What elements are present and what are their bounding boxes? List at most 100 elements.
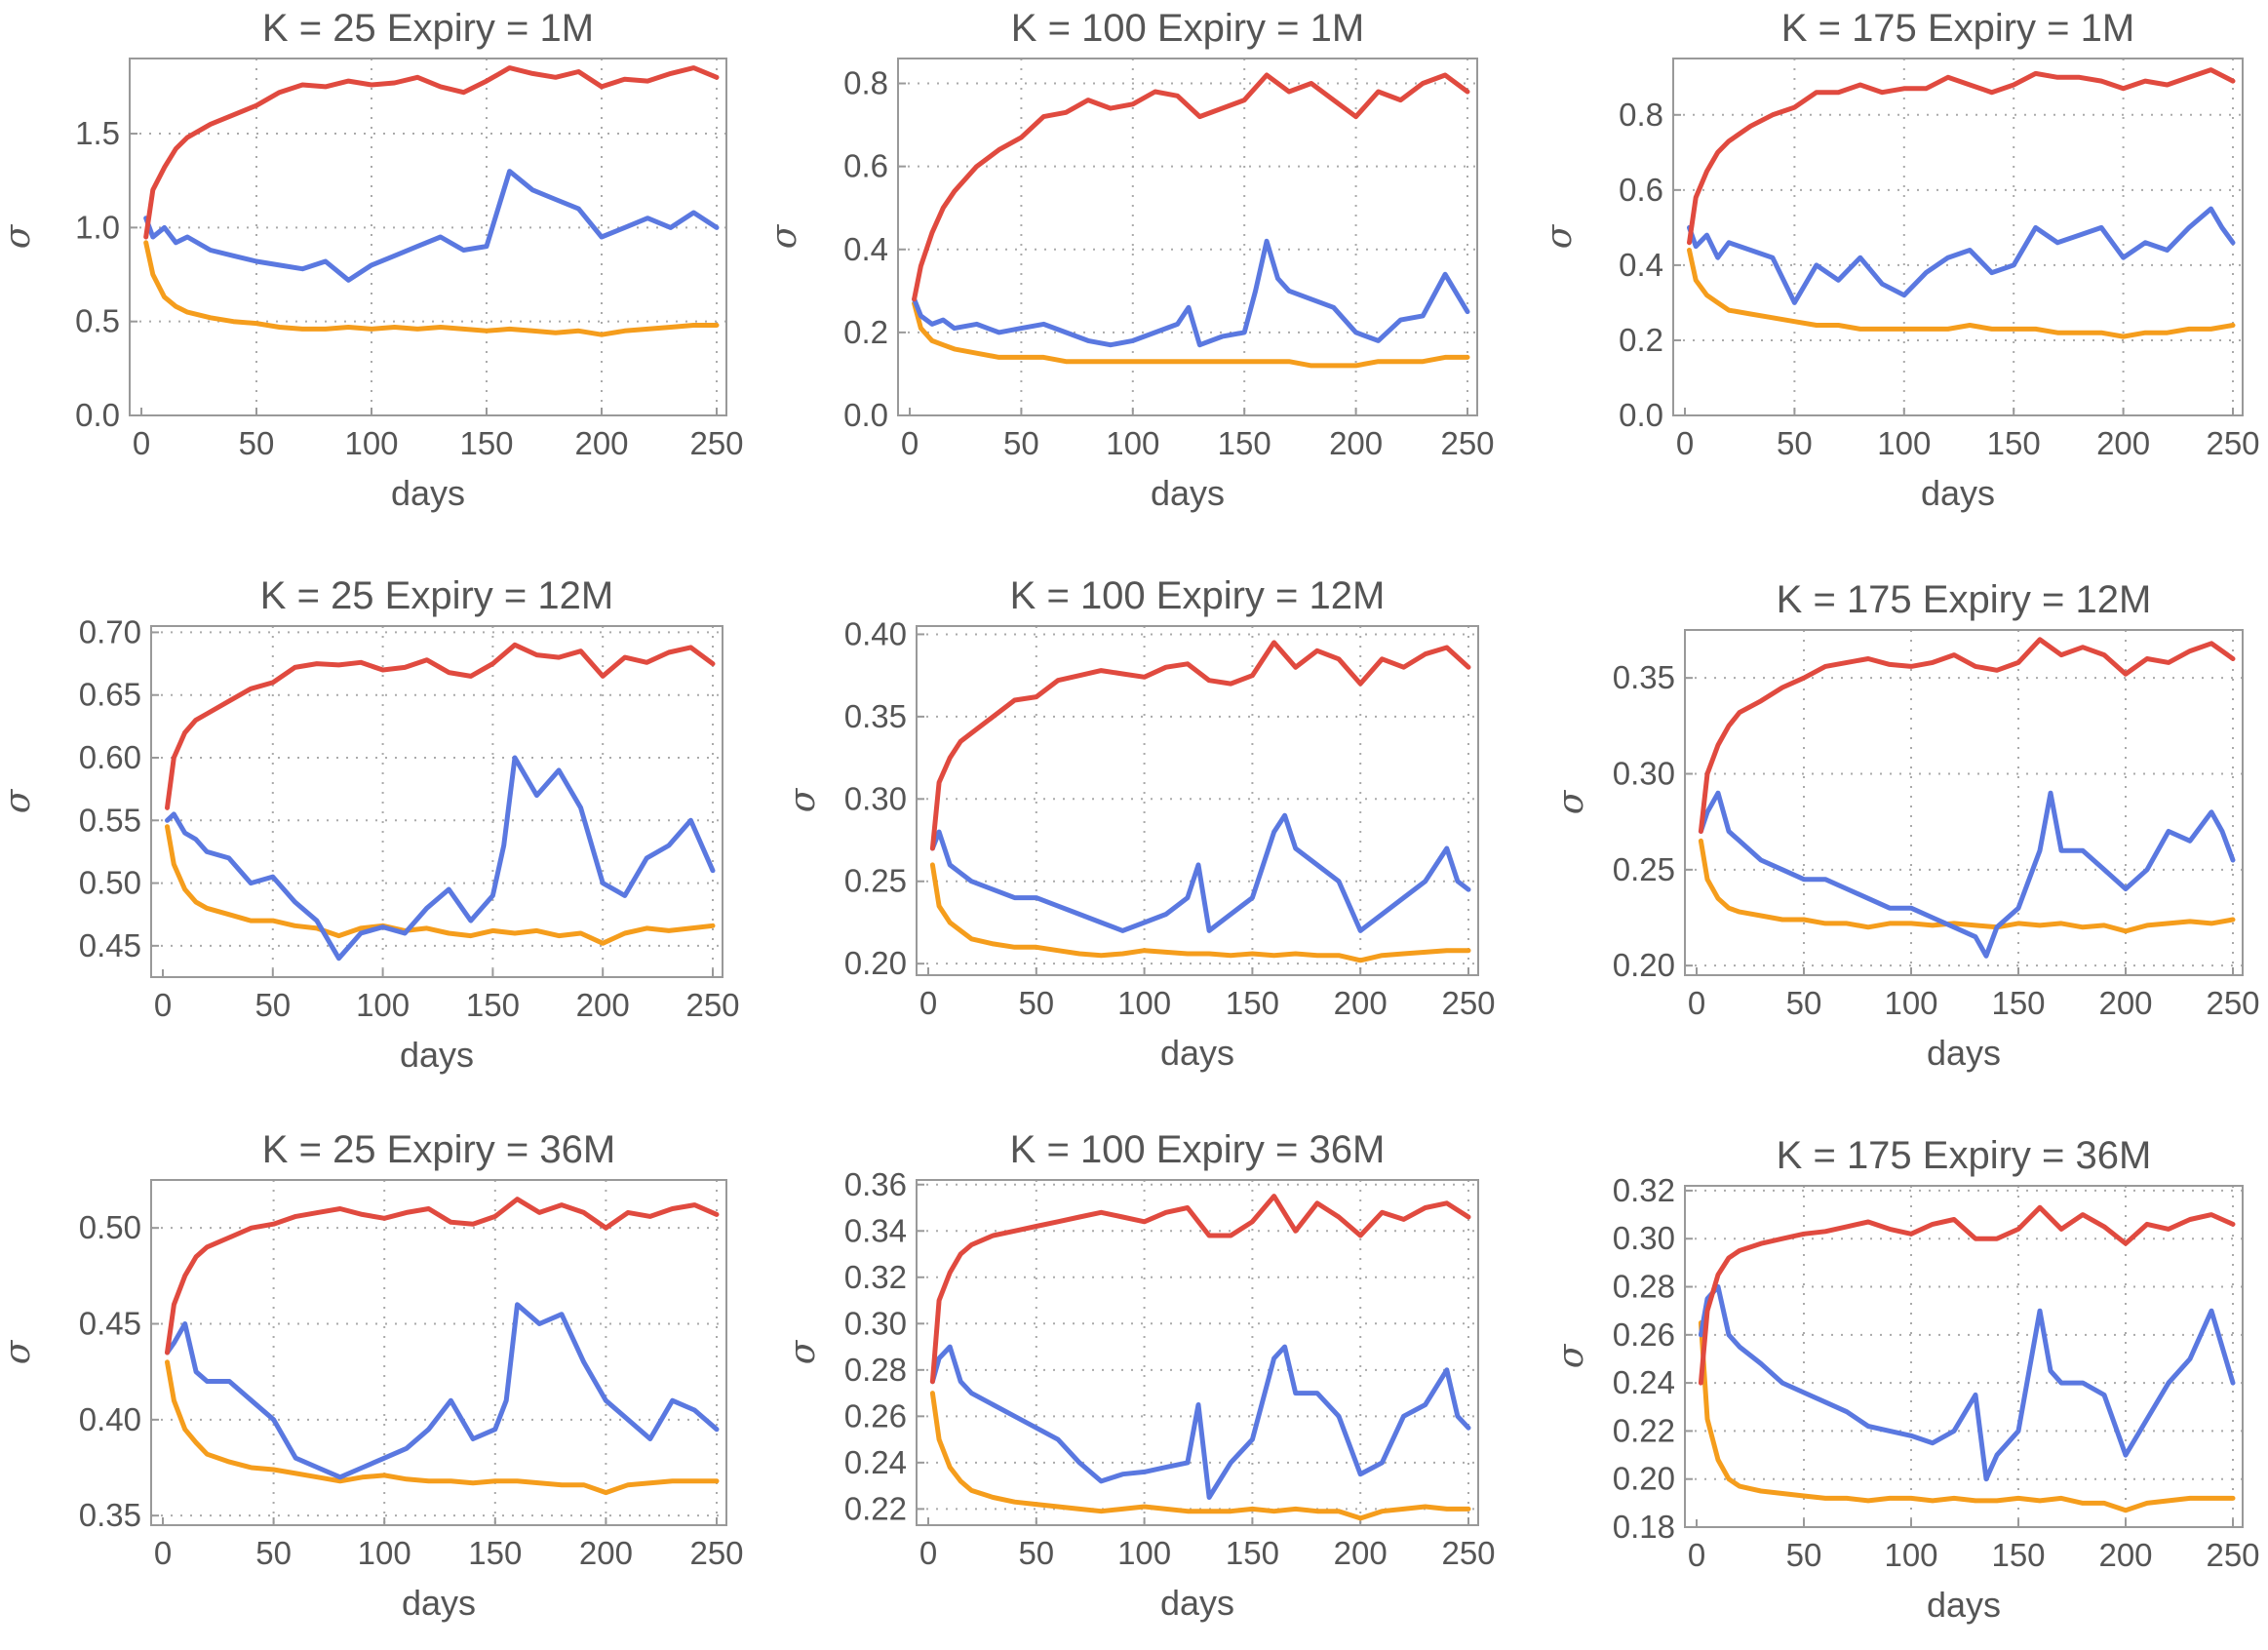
plot-frame [916, 625, 1479, 976]
y-tick-label: 0.5 [75, 303, 120, 339]
x-tick-label: 100 [1884, 985, 1937, 1021]
chart-panel-6: K = 175 Expiry = 12M 0 50 100 150 200 250 0.20 0… [1551, 578, 2260, 1073]
y-axis-label: σ [1551, 1343, 1591, 1368]
x-tick-label: 100 [1884, 1537, 1937, 1573]
x-tick-label: 100 [1877, 425, 1931, 461]
series-line-upper [165, 642, 716, 810]
series-line-market [1698, 790, 2236, 959]
y-tick-label: 0.6 [1619, 172, 1663, 208]
x-tick-label: 0 [133, 425, 150, 461]
series-line-market [912, 238, 1470, 348]
chart-panel-5: K = 100 Expiry = 12M 0 50 100 150 200 250 0.20 0… [783, 574, 1496, 1073]
y-axis-label: σ [1540, 223, 1580, 249]
x-tick-label: 100 [358, 1535, 411, 1571]
x-tick-label: 100 [1117, 1535, 1171, 1571]
x-tick-label: 100 [356, 987, 410, 1023]
plot-frame [129, 58, 727, 416]
y-tick-label: 0.65 [79, 677, 141, 713]
y-tick-label: 0.2 [843, 314, 888, 350]
series-line-upper [1687, 67, 2236, 246]
y-tick-label: 0.30 [1613, 1220, 1675, 1256]
x-tick-label: 0 [919, 1535, 937, 1571]
y-tick-label: 0.2 [1619, 322, 1663, 358]
y-tick-label: 0.34 [844, 1212, 907, 1248]
x-tick-label: 0 [154, 987, 172, 1023]
x-tick-label: 50 [1018, 985, 1054, 1021]
x-tick-label: 0 [919, 985, 937, 1021]
x-tick-label: 100 [1117, 985, 1171, 1021]
y-tick-label: 0.0 [843, 397, 888, 433]
series-line-lower [912, 300, 1470, 369]
series-line-market [1698, 1284, 2236, 1482]
y-tick-label: 1.5 [75, 115, 120, 151]
series-line-market [143, 169, 720, 283]
x-tick-label: 200 [576, 987, 630, 1023]
x-tick-label: 0 [1676, 425, 1694, 461]
x-tick-label: 100 [344, 425, 398, 461]
x-tick-label: 250 [2206, 425, 2259, 461]
y-tick-label: 0.26 [844, 1397, 907, 1434]
y-tick-label: 0.22 [844, 1490, 907, 1526]
x-axis-label: days [1151, 473, 1225, 513]
x-axis-label: days [402, 1583, 476, 1623]
y-tick-label: 0.28 [1613, 1269, 1675, 1305]
series-line-upper [929, 640, 1471, 851]
series-line-lower [1698, 1320, 2236, 1513]
y-tick-label: 0.60 [79, 739, 141, 775]
chart-title: K = 175 Expiry = 12M [1777, 578, 2152, 621]
x-tick-label: 250 [1441, 985, 1495, 1021]
plot-frame [897, 58, 1478, 416]
series-line-market [1687, 206, 2236, 305]
chart-title: K = 25 Expiry = 36M [262, 1128, 615, 1171]
x-tick-label: 250 [2206, 1537, 2259, 1573]
x-tick-label: 150 [1987, 425, 2041, 461]
series-line-market [929, 1344, 1471, 1500]
x-tick-label: 200 [2098, 1537, 2152, 1573]
series-line-market [165, 1302, 720, 1480]
x-tick-label: 150 [466, 987, 520, 1023]
chart-title: K = 175 Expiry = 36M [1777, 1134, 2152, 1177]
y-tick-label: 0.6 [843, 148, 888, 184]
chart-title: K = 100 Expiry = 36M [1010, 1128, 1386, 1171]
y-tick-label: 0.0 [1619, 397, 1663, 433]
x-tick-label: 150 [1226, 985, 1279, 1021]
y-axis-label: σ [764, 223, 804, 249]
x-tick-label: 50 [1003, 425, 1039, 461]
x-tick-label: 200 [574, 425, 628, 461]
x-tick-label: 50 [1786, 985, 1822, 1021]
x-tick-label: 250 [689, 425, 743, 461]
plot-frame [150, 625, 723, 978]
chart-title: K = 100 Expiry = 1M [1011, 7, 1364, 50]
series-line-lower [929, 1391, 1471, 1521]
y-axis-label: σ [783, 787, 823, 812]
y-tick-label: 0.45 [79, 1306, 141, 1342]
y-tick-label: 0.36 [844, 1166, 907, 1202]
x-tick-label: 0 [1688, 1537, 1705, 1573]
x-tick-label: 150 [468, 1535, 522, 1571]
x-tick-label: 250 [685, 987, 739, 1023]
y-tick-label: 0.25 [1613, 851, 1675, 887]
x-tick-label: 150 [1226, 1535, 1279, 1571]
series-line-upper [929, 1194, 1471, 1385]
y-tick-label: 0.4 [843, 231, 888, 267]
y-tick-label: 0.55 [79, 802, 141, 838]
y-tick-label: 0.30 [844, 780, 907, 816]
x-tick-label: 250 [1440, 425, 1494, 461]
y-axis-label: σ [1551, 789, 1591, 814]
series-line-lower [1687, 248, 2236, 339]
x-tick-label: 200 [2096, 425, 2150, 461]
x-axis-label: days [1160, 1033, 1234, 1073]
y-axis-label: σ [0, 788, 38, 813]
x-tick-label: 200 [1334, 985, 1388, 1021]
series-line-upper [143, 65, 720, 240]
series-line-lower [929, 862, 1471, 963]
y-tick-label: 0.26 [1613, 1316, 1675, 1353]
y-tick-label: 0.18 [1613, 1509, 1675, 1545]
y-tick-label: 0.24 [1613, 1364, 1675, 1400]
y-tick-label: 0.25 [844, 863, 907, 899]
x-tick-label: 50 [254, 987, 291, 1023]
series-line-upper [1698, 637, 2236, 834]
y-tick-label: 0.40 [844, 615, 907, 651]
chart-title: K = 25 Expiry = 1M [262, 7, 594, 50]
